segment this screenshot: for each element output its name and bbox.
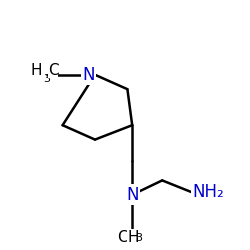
- Text: 3: 3: [135, 233, 142, 243]
- Text: 3: 3: [43, 74, 50, 84]
- Text: H: H: [128, 230, 139, 244]
- Text: NH₂: NH₂: [192, 184, 224, 202]
- Text: N: N: [82, 66, 95, 84]
- Text: C: C: [48, 63, 58, 78]
- Text: C: C: [117, 230, 128, 244]
- Text: N: N: [126, 186, 138, 204]
- Text: H: H: [31, 63, 42, 78]
